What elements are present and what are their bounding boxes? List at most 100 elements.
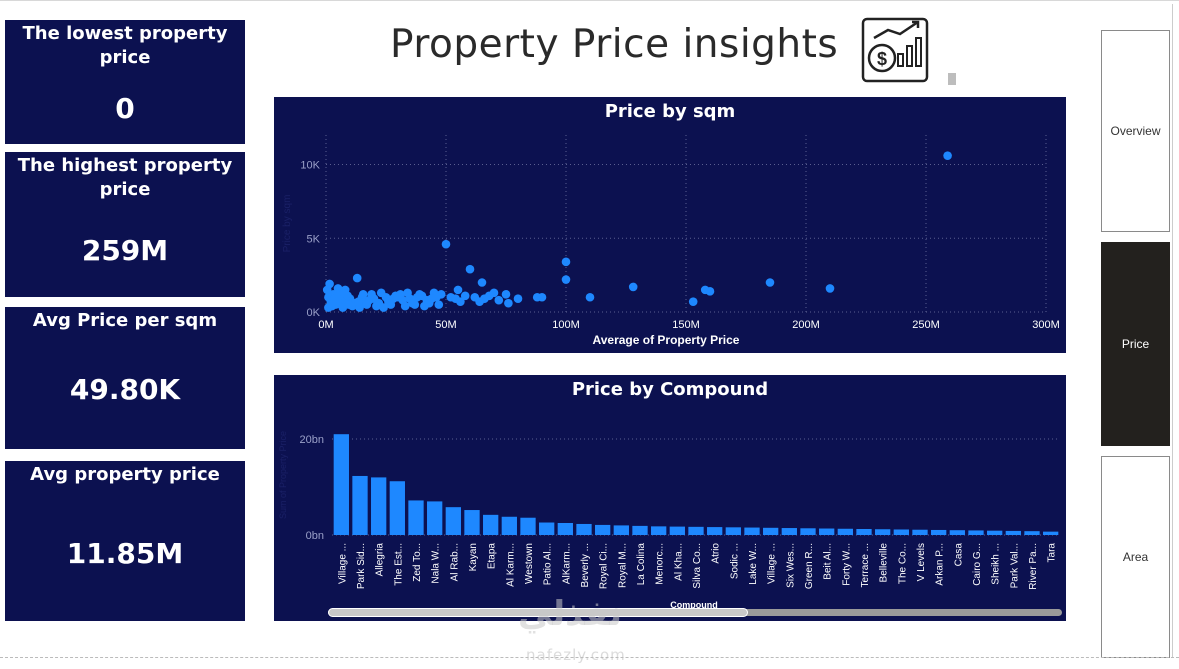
scatter-point (434, 300, 444, 309)
y-axis-label: Sum of Property Price (278, 431, 288, 519)
scatter-point (585, 292, 595, 302)
bar (800, 528, 816, 535)
bar (819, 528, 835, 535)
bar (595, 524, 611, 535)
x-tick-label: 100M (552, 319, 580, 331)
scatter-point (386, 300, 396, 309)
scatter-point (415, 290, 424, 299)
scatter-point (354, 297, 363, 306)
scatter-point (352, 273, 362, 283)
x-tick-label: Al Kha... (673, 543, 684, 581)
nav-button-area[interactable]: Area (1101, 456, 1170, 658)
nav-label: Area (1122, 550, 1149, 564)
x-tick-label: Six Wes... (785, 543, 796, 588)
bar (1024, 531, 1040, 535)
bar (688, 526, 704, 535)
scatter-point (358, 290, 368, 299)
bar (987, 530, 1003, 535)
x-tick-label: Silva Co... (692, 543, 703, 589)
x-tick-label: V Levels (916, 543, 927, 581)
svg-text:$: $ (877, 49, 887, 69)
bar (520, 517, 536, 535)
x-tick-label: Casa (953, 543, 964, 567)
kpi-card-avg-property-price: Avg property price 11.85M (5, 461, 245, 621)
scatter-point (494, 295, 504, 305)
x-tick-label: Beverly ... (580, 543, 591, 587)
x-tick-label: AlKarm... (561, 543, 572, 584)
x-tick-label: Sheikh ... (991, 543, 1002, 585)
bar (576, 523, 592, 535)
top-border (0, 0, 1179, 4)
scatter-point (400, 301, 410, 311)
decoration-square (948, 73, 956, 85)
bar (763, 527, 779, 535)
x-tick-label: Nala W... (431, 543, 442, 584)
scatter-point (362, 300, 372, 309)
x-tick-label: Patio Al... (543, 543, 554, 585)
bar (371, 477, 387, 535)
x-tick-label: Sodic ... (729, 543, 740, 579)
x-tick-label: Park Sid... (356, 543, 367, 589)
x-axis-label: Compound (670, 600, 718, 610)
bar (912, 529, 928, 535)
chart-scrollbar[interactable] (328, 608, 1062, 617)
bar (408, 500, 424, 535)
scatter-point (475, 297, 484, 306)
nav-button-overview[interactable]: Overview (1101, 30, 1170, 232)
scatter-point (537, 292, 547, 302)
chart-scrollbar-thumb[interactable] (328, 608, 748, 617)
x-tick-label: Atrio (711, 543, 722, 564)
scatter-point (403, 288, 412, 298)
kpi-value: 11.85M (66, 537, 184, 570)
bar (949, 530, 965, 535)
scatter-point (460, 291, 470, 301)
x-tick-label: 50M (435, 319, 456, 331)
kpi-value: 49.80K (69, 373, 181, 406)
scatter-point (825, 284, 835, 293)
scatter-point (484, 291, 494, 301)
scatter-point (325, 279, 334, 289)
x-tick-label: Lake W... (748, 543, 759, 585)
chart-title: Price by sqm (604, 101, 736, 122)
x-tick-label: Green R... (804, 543, 815, 589)
watermark-url: nafezly.com (526, 646, 626, 664)
kpi-title: The highest property price (17, 155, 233, 200)
kpi-title: Avg property price (30, 464, 220, 485)
bar (445, 507, 461, 535)
x-tick-label: Tara (1047, 543, 1058, 563)
x-tick-label: Allegria (375, 543, 386, 577)
finance-chart-icon: $ (861, 17, 929, 83)
kpi-title: The lowest property price (22, 23, 228, 68)
scatter-chart[interactable]: 0K 5K 10K 0M 50M 100M 150M 200M 250M 300M Average … (274, 97, 1066, 353)
bar (1005, 530, 1021, 535)
x-tick-label: Beit Al... (823, 543, 834, 580)
bar (352, 475, 368, 535)
kpi-value: 259M (81, 234, 169, 267)
bar (483, 514, 499, 535)
bar-chart-panel: Price by Compound 0bn 20bn Sum of Property… (274, 375, 1066, 621)
scatter-point (513, 294, 523, 304)
bar (893, 529, 909, 535)
scatter-point (465, 264, 475, 274)
bar (613, 525, 629, 535)
y-tick-label: 20bn (300, 434, 324, 446)
kpi-card-lowest-price: The lowest property price 0 (5, 20, 245, 144)
x-tick-label: The Co... (897, 543, 908, 584)
bottom-border (0, 657, 1179, 658)
x-tick-label: Etapa (487, 543, 498, 570)
scatter-point (339, 288, 349, 298)
y-tick-label: 5K (307, 233, 321, 245)
x-tick-label: La Colina (636, 543, 647, 586)
x-tick-label: Park Val... (1009, 543, 1020, 588)
nav-button-price[interactable]: Price (1101, 242, 1170, 446)
scatter-point (376, 288, 386, 298)
kpi-card-highest-price: The highest property price 259M (5, 152, 245, 297)
bar (333, 434, 349, 535)
bar (707, 527, 723, 535)
chart-title: Price by Compound (571, 379, 769, 400)
kpi-card-avg-price-sqm: Avg Price per sqm 49.80K (5, 307, 245, 449)
x-tick-label: 300M (1032, 319, 1060, 331)
x-axis-label: Average of Property Price (593, 333, 740, 347)
bar (464, 510, 480, 535)
